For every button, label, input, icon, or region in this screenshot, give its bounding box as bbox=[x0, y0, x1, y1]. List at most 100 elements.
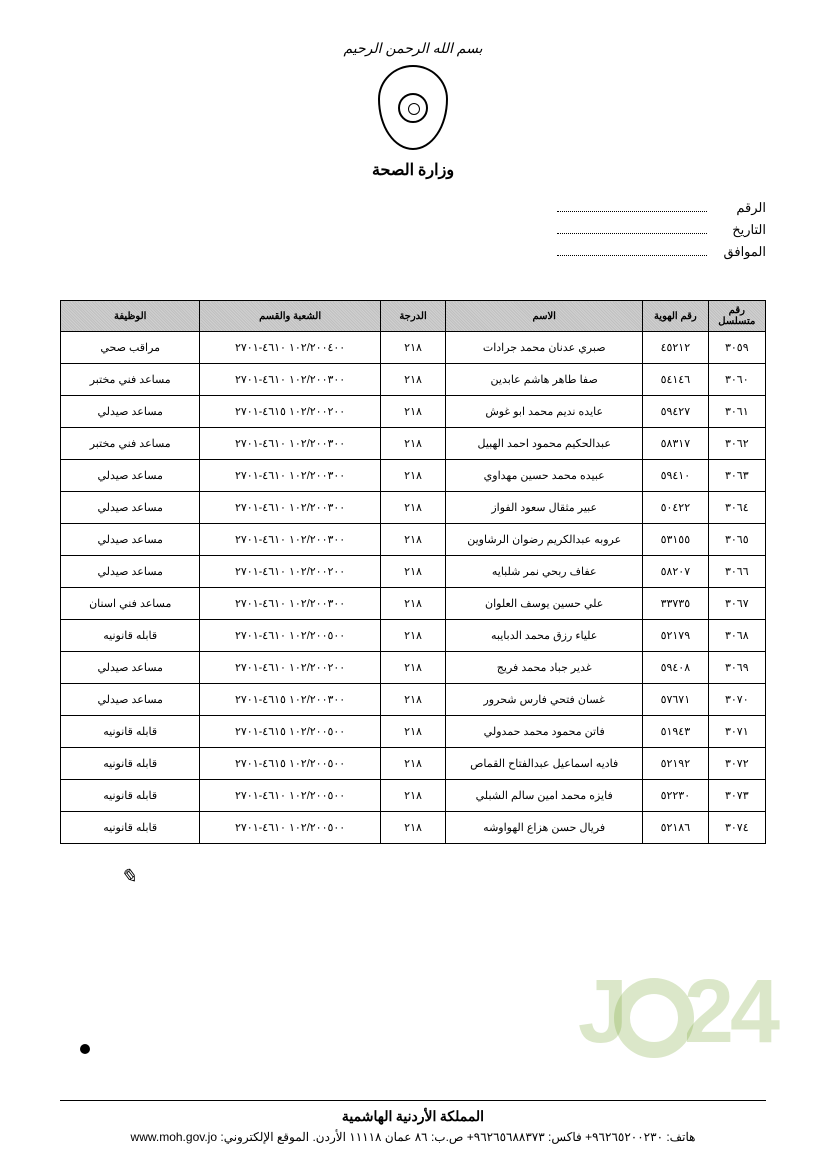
cell-job: مساعد صيدلي bbox=[61, 460, 200, 492]
cell-id: ٣٣٧٣٥ bbox=[643, 588, 709, 620]
cell-name: غدير جباد محمد فريج bbox=[446, 652, 643, 684]
cell-code: ١٠٢/٢٠٠٥٠٠ ٤٦١٠-٢٧٠١ bbox=[200, 780, 380, 812]
cell-grade: ٢١٨ bbox=[380, 460, 446, 492]
footer: المملكة الأردنية الهاشمية هاتف: ٩٦٢٦٥٢٠٠… bbox=[60, 1100, 766, 1144]
cell-serial: ٣٠٦٣ bbox=[708, 460, 765, 492]
col-serial: رقم متسلسل bbox=[708, 301, 765, 332]
cell-serial: ٣٠٦٠ bbox=[708, 364, 765, 396]
form-metadata: الرقم التاريخ الموافق bbox=[60, 200, 766, 260]
cell-job: قابله قانونيه bbox=[61, 620, 200, 652]
table-row: ٣٠٦٠٥٤١٤٦صفا طاهر هاشم عابدين٢١٨١٠٢/٢٠٠٣… bbox=[61, 364, 766, 396]
cell-name: علي حسين يوسف العلوان bbox=[446, 588, 643, 620]
document-header: بسم الله الرحمن الرحيم وزارة الصحة bbox=[60, 40, 766, 180]
cell-name: عروبه عبدالكريم رضوان الرشاوين bbox=[446, 524, 643, 556]
table-row: ٣٠٧٤٥٢١٨٦فريال حسن هزاع الهواوشه٢١٨١٠٢/٢… bbox=[61, 812, 766, 844]
cell-code: ١٠٢/٢٠٠٣٠٠ ٤٦١٥-٢٧٠١ bbox=[200, 684, 380, 716]
cell-serial: ٣٠٧٤ bbox=[708, 812, 765, 844]
cell-grade: ٢١٨ bbox=[380, 556, 446, 588]
cell-grade: ٢١٨ bbox=[380, 492, 446, 524]
table-row: ٣٠٦٧٣٣٧٣٥علي حسين يوسف العلوان٢١٨١٠٢/٢٠٠… bbox=[61, 588, 766, 620]
cell-job: قابله قانونيه bbox=[61, 716, 200, 748]
cell-code: ١٠٢/٢٠٠٣٠٠ ٤٦١٠-٢٧٠١ bbox=[200, 364, 380, 396]
cell-grade: ٢١٨ bbox=[380, 652, 446, 684]
cell-name: عايده نديم محمد ابو غوش bbox=[446, 396, 643, 428]
cell-serial: ٣٠٦٨ bbox=[708, 620, 765, 652]
table-row: ٣٠٦٦٥٨٢٠٧عفاف ربحي نمر شلبايه٢١٨١٠٢/٢٠٠٢… bbox=[61, 556, 766, 588]
table-row: ٣٠٧٣٥٢٢٣٠فايزه محمد امين سالم الشبلي٢١٨١… bbox=[61, 780, 766, 812]
cell-job: مساعد فني مختبر bbox=[61, 364, 200, 396]
crest-emblem bbox=[378, 65, 448, 150]
cell-name: صفا طاهر هاشم عابدين bbox=[446, 364, 643, 396]
cell-job: مساعد فني اسنان bbox=[61, 588, 200, 620]
col-job: الوظيفة bbox=[61, 301, 200, 332]
cell-grade: ٢١٨ bbox=[380, 748, 446, 780]
table-row: ٣٠٧١٥١٩٤٣فاتن محمود محمد حمدولي٢١٨١٠٢/٢٠… bbox=[61, 716, 766, 748]
cell-grade: ٢١٨ bbox=[380, 364, 446, 396]
cell-id: ٥٧٦٧١ bbox=[643, 684, 709, 716]
ministry-title: وزارة الصحة bbox=[60, 160, 766, 180]
cell-id: ٤٥٢١٢ bbox=[643, 332, 709, 364]
table-row: ٣٠٦٥٥٣١٥٥عروبه عبدالكريم رضوان الرشاوين٢… bbox=[61, 524, 766, 556]
corresponding-dots bbox=[557, 244, 707, 256]
cell-serial: ٣٠٦٦ bbox=[708, 556, 765, 588]
cell-name: غسان فتحي فارس شحرور bbox=[446, 684, 643, 716]
cell-serial: ٣٠٦٤ bbox=[708, 492, 765, 524]
cell-job: مساعد صيدلي bbox=[61, 556, 200, 588]
records-table: رقم متسلسل رقم الهوية الاسم الدرجة الشعب… bbox=[60, 300, 766, 844]
cell-grade: ٢١٨ bbox=[380, 332, 446, 364]
cell-grade: ٢١٨ bbox=[380, 780, 446, 812]
table-row: ٣٠٦٨٥٢١٧٩علياء رزق محمد الدبايبه٢١٨١٠٢/٢… bbox=[61, 620, 766, 652]
watermark: J24 bbox=[578, 961, 776, 1064]
cell-serial: ٣٠٦٩ bbox=[708, 652, 765, 684]
cell-job: مساعد صيدلي bbox=[61, 684, 200, 716]
table-row: ٣٠٦٢٥٨٣١٧عبدالحكيم محمود احمد الهبيل٢١٨١… bbox=[61, 428, 766, 460]
date-dots bbox=[557, 222, 707, 234]
table-row: ٣٠٦١٥٩٤٢٧عايده نديم محمد ابو غوش٢١٨١٠٢/٢… bbox=[61, 396, 766, 428]
cell-code: ١٠٢/٢٠٠٣٠٠ ٤٦١٠-٢٧٠١ bbox=[200, 492, 380, 524]
cell-id: ٥٣١٥٥ bbox=[643, 524, 709, 556]
cell-code: ١٠٢/٢٠٠٥٠٠ ٤٦١٠-٢٧٠١ bbox=[200, 812, 380, 844]
cell-id: ٥٠٤٢٢ bbox=[643, 492, 709, 524]
cell-code: ١٠٢/٢٠٠٢٠٠ ٤٦١٥-٢٧٠١ bbox=[200, 396, 380, 428]
cell-grade: ٢١٨ bbox=[380, 428, 446, 460]
corresponding-label: الموافق bbox=[716, 244, 766, 260]
table-row: ٣٠٦٤٥٠٤٢٢عبير مثقال سعود الفواز٢١٨١٠٢/٢٠… bbox=[61, 492, 766, 524]
signature: ✎ bbox=[60, 864, 766, 889]
cell-job: مساعد صيدلي bbox=[61, 396, 200, 428]
cell-grade: ٢١٨ bbox=[380, 588, 446, 620]
cell-id: ٥٩٤١٠ bbox=[643, 460, 709, 492]
cell-id: ٥٢١٩٢ bbox=[643, 748, 709, 780]
cell-name: فريال حسن هزاع الهواوشه bbox=[446, 812, 643, 844]
cell-job: قابله قانونيه bbox=[61, 748, 200, 780]
cell-code: ١٠٢/٢٠٠٥٠٠ ٤٦١٥-٢٧٠١ bbox=[200, 748, 380, 780]
number-label: الرقم bbox=[716, 200, 766, 216]
cell-id: ٥٨٢٠٧ bbox=[643, 556, 709, 588]
cell-serial: ٣٠٦٢ bbox=[708, 428, 765, 460]
footer-contact: هاتف: ٩٦٢٦٥٢٠٠٢٣٠+ فاكس: ٩٦٢٦٥٦٨٨٣٧٣+ ص.… bbox=[60, 1130, 766, 1144]
col-code: الشعبة والقسم bbox=[200, 301, 380, 332]
cell-grade: ٢١٨ bbox=[380, 684, 446, 716]
cell-grade: ٢١٨ bbox=[380, 716, 446, 748]
cell-code: ١٠٢/٢٠٠٢٠٠ ٤٦١٠-٢٧٠١ bbox=[200, 556, 380, 588]
cell-grade: ٢١٨ bbox=[380, 812, 446, 844]
cell-serial: ٣٠٧١ bbox=[708, 716, 765, 748]
cell-serial: ٣٠٧٣ bbox=[708, 780, 765, 812]
cell-name: عبيده محمد حسين مهداوي bbox=[446, 460, 643, 492]
cell-grade: ٢١٨ bbox=[380, 396, 446, 428]
cell-id: ٥٩٤٠٨ bbox=[643, 652, 709, 684]
cell-grade: ٢١٨ bbox=[380, 524, 446, 556]
page-dot bbox=[80, 1044, 90, 1054]
cell-serial: ٣٠٦٥ bbox=[708, 524, 765, 556]
cell-id: ٥٢٢٣٠ bbox=[643, 780, 709, 812]
table-row: ٣٠٥٩٤٥٢١٢صبري عدنان محمد جرادات٢١٨١٠٢/٢٠… bbox=[61, 332, 766, 364]
cell-job: مساعد صيدلي bbox=[61, 524, 200, 556]
cell-name: صبري عدنان محمد جرادات bbox=[446, 332, 643, 364]
cell-name: فاديه اسماعيل عبدالفتاح القماص bbox=[446, 748, 643, 780]
table-header-row: رقم متسلسل رقم الهوية الاسم الدرجة الشعب… bbox=[61, 301, 766, 332]
cell-code: ١٠٢/٢٠٠٣٠٠ ٤٦١٠-٢٧٠١ bbox=[200, 428, 380, 460]
date-label: التاريخ bbox=[716, 222, 766, 238]
cell-serial: ٣٠٦١ bbox=[708, 396, 765, 428]
cell-id: ٥١٩٤٣ bbox=[643, 716, 709, 748]
cell-name: فاتن محمود محمد حمدولي bbox=[446, 716, 643, 748]
cell-code: ١٠٢/٢٠٠٣٠٠ ٤٦١٠-٢٧٠١ bbox=[200, 460, 380, 492]
